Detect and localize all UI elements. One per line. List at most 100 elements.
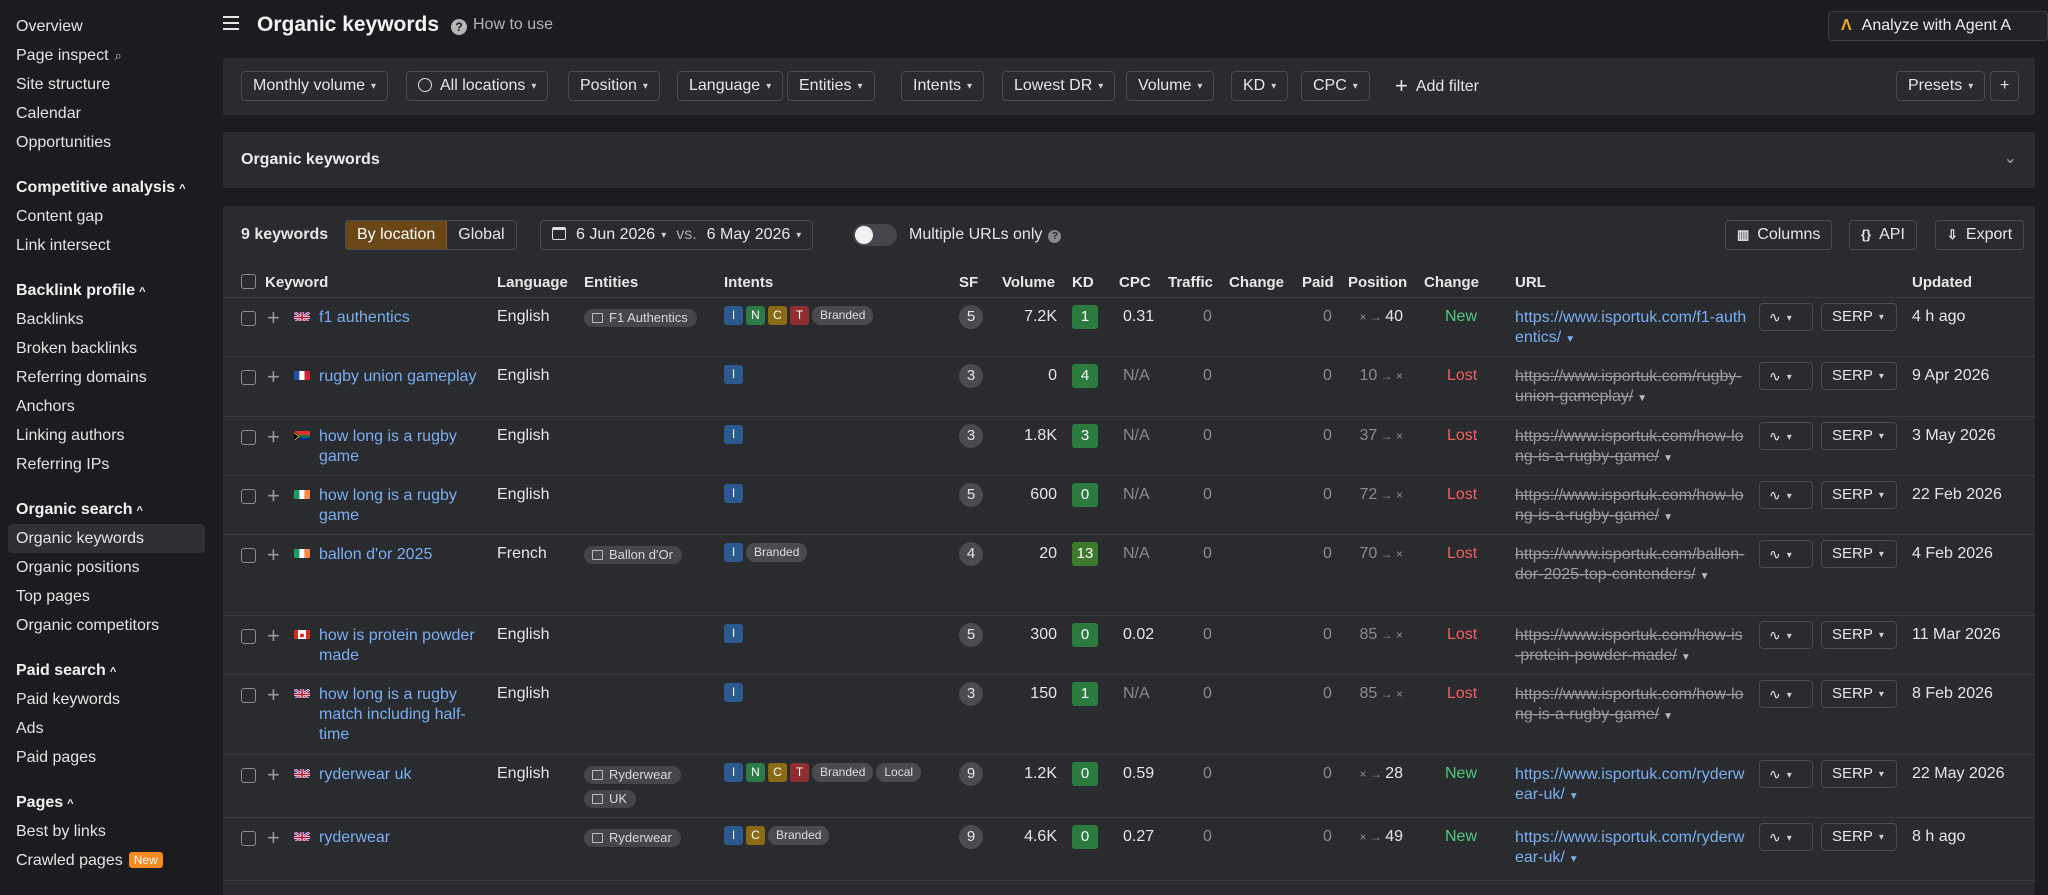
sidebar-section-outgoing-links[interactable]: Outgoing links^ [0,891,215,895]
analyze-agent-button[interactable]: Λ Analyze with Agent A [1828,11,2048,41]
trend-chart-button[interactable]: ∿ ▾ [1759,540,1813,568]
keyword-link[interactable]: ballon d'or 2025 [319,546,433,563]
chevron-down-icon[interactable]: ▼ [1565,334,1576,345]
date-compare-picker[interactable]: 6 Jun 2026 ▾ vs. 6 May 2026 ▾ [540,220,814,250]
row-checkbox[interactable] [241,629,256,644]
add-to-list-icon[interactable]: + [267,424,280,449]
filter-kd[interactable]: KD ▾ [1231,71,1289,101]
add-to-list-icon[interactable]: + [267,825,280,850]
column-header-sf[interactable]: SF [959,274,979,291]
row-checkbox[interactable] [241,768,256,783]
chevron-down-icon[interactable]: ▼ [1663,453,1673,464]
serp-features-count[interactable]: 3 [959,424,983,448]
trend-chart-button[interactable]: ∿ ▾ [1759,481,1813,509]
entity-chip[interactable]: Ballon d'Or [584,546,682,564]
column-header-updated[interactable]: Updated [1912,274,1972,291]
add-to-list-icon[interactable]: + [267,762,280,787]
serp-button[interactable]: SERP ▾ [1821,760,1897,788]
column-header-url[interactable]: URL [1515,274,1546,291]
row-checkbox[interactable] [241,370,256,385]
add-to-list-icon[interactable]: + [267,682,280,707]
serp-features-count[interactable]: 3 [959,682,983,706]
serp-features-count[interactable]: 9 [959,825,983,849]
serp-features-count[interactable]: 4 [959,542,983,566]
trend-chart-button[interactable]: ∿ ▾ [1759,760,1813,788]
add-to-list-icon[interactable]: + [267,623,280,648]
column-header-traffic[interactable]: Traffic [1168,274,1214,291]
sidebar-item-site-structure[interactable]: Site structure [0,70,215,99]
sidebar-item-referring-ips[interactable]: Referring IPs [0,450,215,479]
serp-features-count[interactable]: 9 [959,762,983,786]
keyword-link[interactable]: ryderwear uk [319,766,412,783]
keyword-link[interactable]: how long is a rugby game [319,487,457,524]
chevron-down-icon[interactable]: ▼ [1568,791,1579,802]
trend-chart-button[interactable]: ∿ ▾ [1759,422,1813,450]
row-checkbox[interactable] [241,489,256,504]
column-header-intents[interactable]: Intents [724,274,774,291]
url-link[interactable]: https://www.isportuk.com/f1-authentics/▼ [1515,308,1747,350]
column-header-cpc[interactable]: CPC [1119,274,1151,291]
filter-volume[interactable]: Volume ▾ [1126,71,1215,101]
filter-cpc[interactable]: CPC ▾ [1301,71,1370,101]
url-link[interactable]: https://www.isportuk.com/how-is-protein-… [1515,626,1747,668]
sidebar-item-opportunities[interactable]: Opportunities [0,128,215,157]
column-header-position[interactable]: Position [1348,274,1408,291]
sidebar-item-backlinks[interactable]: Backlinks [0,305,215,334]
hamburger-menu-icon[interactable] [223,16,239,34]
serp-button[interactable]: SERP ▾ [1821,680,1897,708]
row-checkbox[interactable] [241,831,256,846]
sidebar-section-organic-search[interactable]: Organic search ^ [0,495,215,524]
sidebar-section-paid-search[interactable]: Paid search ^ [0,656,215,685]
multiple-urls-toggle[interactable] [853,224,897,246]
filter-intents[interactable]: Intents ▾ [901,71,985,101]
sidebar-item-linking-authors[interactable]: Linking authors [0,421,215,450]
serp-button[interactable]: SERP ▾ [1821,621,1897,649]
serp-features-count[interactable]: 3 [959,364,983,388]
location-toggle[interactable]: By location Global [345,220,517,250]
global-option[interactable]: Global [458,226,505,243]
serp-features-count[interactable]: 5 [959,305,983,329]
column-header-change[interactable]: Change [1229,274,1285,291]
entity-chip[interactable]: Ryderwear [584,829,681,847]
sidebar-item-crawled-pages[interactable]: Crawled pages New [0,846,215,875]
serp-button[interactable]: SERP ▾ [1821,540,1897,568]
add-to-list-icon[interactable]: + [267,483,280,508]
chevron-down-icon[interactable]: ▼ [1568,854,1579,865]
how-to-use-link[interactable]: ? How to use [451,16,553,35]
chevron-down-icon[interactable]: ⌄ [2003,150,2017,167]
add-to-list-icon[interactable]: + [267,305,280,330]
sidebar-item-ads[interactable]: Ads [0,714,215,743]
trend-chart-button[interactable]: ∿ ▾ [1759,621,1813,649]
sidebar-section-pages[interactable]: Pages ^ [0,788,215,817]
sidebar-item-link-intersect[interactable]: Link intersect [0,231,215,260]
entity-chip[interactable]: F1 Authentics [584,309,697,327]
filter-monthly-volume[interactable]: Monthly volume ▾ [241,71,389,101]
sidebar-item-anchors[interactable]: Anchors [0,392,215,421]
sidebar-section-backlink-profile[interactable]: Backlink profile ^ [0,276,215,305]
serp-button[interactable]: SERP ▾ [1821,303,1897,331]
url-link[interactable]: https://www.isportuk.com/how-long-is-a-r… [1515,427,1747,469]
sidebar-item-broken-backlinks[interactable]: Broken backlinks [0,334,215,363]
add-to-list-icon[interactable]: + [267,364,280,389]
serp-features-count[interactable]: 5 [959,623,983,647]
keyword-link[interactable]: f1 authentics [319,309,410,326]
sidebar-section-competitive-analysis[interactable]: Competitive analysis ^ [0,173,215,202]
sidebar-item-organic-keywords[interactable]: Organic keywords [8,524,205,553]
sidebar-item-organic-positions[interactable]: Organic positions [0,553,215,582]
sidebar-item-referring-domains[interactable]: Referring domains [0,363,215,392]
sidebar-item-top-pages[interactable]: Top pages [0,582,215,611]
row-checkbox[interactable] [241,548,256,563]
sidebar-item-overview[interactable]: Overview [0,12,215,41]
url-link[interactable]: https://www.isportuk.com/ballon-dor-2025… [1515,545,1747,587]
api-button[interactable]: {} API [1849,220,1917,250]
filter-lowest-dr[interactable]: Lowest DR ▾ [1002,71,1116,101]
sidebar-item-best-by-links[interactable]: Best by links [0,817,215,846]
chevron-down-icon[interactable]: ▼ [1663,512,1673,523]
sidebar-item-organic-competitors[interactable]: Organic competitors [0,611,215,640]
url-link[interactable]: https://www.isportuk.com/ryderwear-uk/▼ [1515,828,1747,870]
trend-chart-button[interactable]: ∿ ▾ [1759,680,1813,708]
trend-chart-button[interactable]: ∿ ▾ [1759,823,1813,851]
presets-button[interactable]: Presets ▾ [1896,71,1986,101]
serp-button[interactable]: SERP ▾ [1821,823,1897,851]
serp-button[interactable]: SERP ▾ [1821,422,1897,450]
